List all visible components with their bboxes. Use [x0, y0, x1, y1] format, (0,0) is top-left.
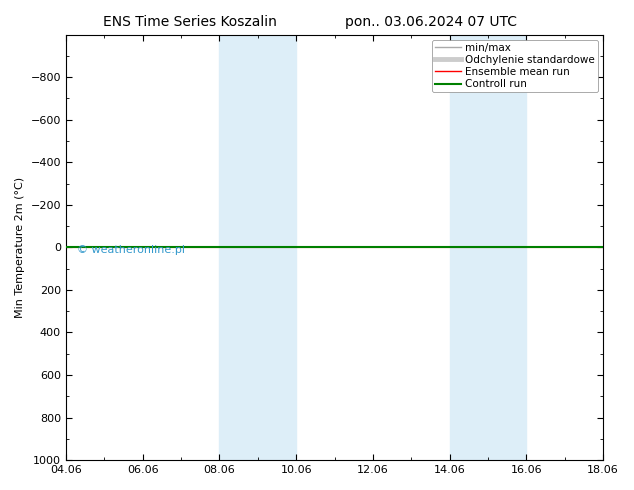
- Bar: [219, 35, 296, 460]
- Legend: min/max, Odchylenie standardowe, Ensemble mean run, Controll run: min/max, Odchylenie standardowe, Ensembl…: [432, 40, 598, 92]
- Text: ENS Time Series Koszalin: ENS Time Series Koszalin: [103, 15, 277, 29]
- Text: pon.. 03.06.2024 07 UTC: pon.. 03.06.2024 07 UTC: [345, 15, 517, 29]
- Bar: [450, 35, 526, 460]
- Text: © weatheronline.pl: © weatheronline.pl: [77, 245, 184, 255]
- Y-axis label: Min Temperature 2m (°C): Min Temperature 2m (°C): [15, 177, 25, 318]
